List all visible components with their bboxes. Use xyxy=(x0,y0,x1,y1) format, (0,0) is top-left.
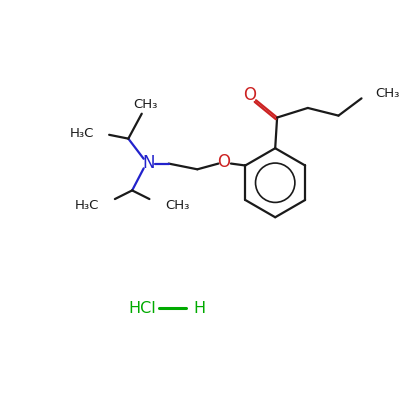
Text: O: O xyxy=(217,153,230,171)
Text: H₃C: H₃C xyxy=(75,199,100,212)
Text: CH₃: CH₃ xyxy=(165,199,189,212)
Text: HCl: HCl xyxy=(128,301,156,316)
Text: H₃C: H₃C xyxy=(70,127,94,140)
Text: O: O xyxy=(243,86,256,104)
Text: CH₃: CH₃ xyxy=(133,98,158,111)
Text: CH₃: CH₃ xyxy=(375,87,399,100)
Text: H: H xyxy=(193,301,206,316)
Text: N: N xyxy=(142,154,155,172)
